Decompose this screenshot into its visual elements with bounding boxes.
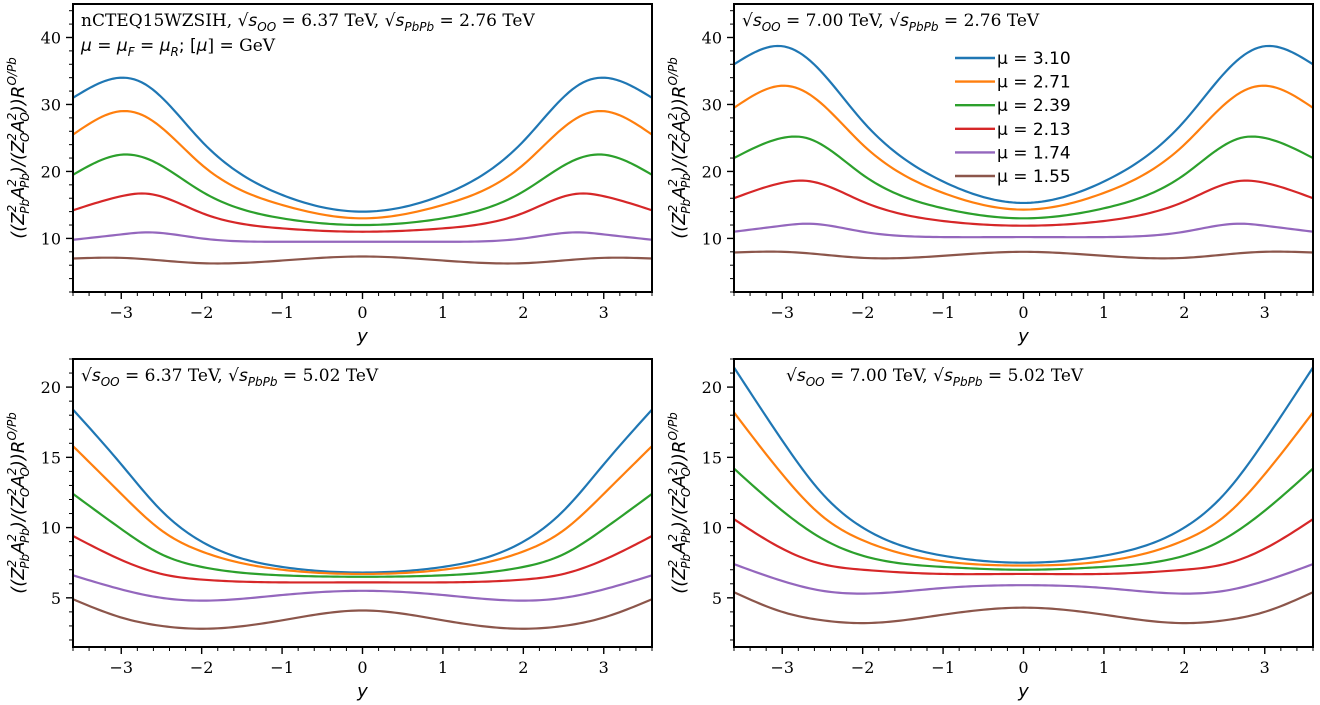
x-tick-label: 1: [438, 658, 448, 677]
y-tick-label: 10: [41, 229, 61, 248]
y-tick-label: 5: [712, 589, 722, 608]
y-tick-label: 20: [702, 162, 722, 181]
x-tick-label: 2: [518, 658, 528, 677]
panel-annotation: √sOO = 7.00 TeV, √sPbPb = 2.76 TeV: [742, 11, 1040, 34]
series-group: [73, 76, 652, 265]
series-line-mu-1.74: [734, 222, 1313, 239]
series-group: [734, 366, 1313, 625]
x-tick-label: −1: [931, 303, 955, 322]
series-line-mu-3.10: [73, 76, 652, 213]
x-axis-label: y: [356, 681, 368, 702]
plot-frame: [72, 358, 653, 648]
panel-bottom-left: −3 −2 −1 0 1 2 3 5 10 15 20 y ((Z2PbA2Pb)/(Z2OA2O))R…: [5, 358, 653, 702]
series-line-mu-2.13: [734, 518, 1313, 576]
y-tick-label: 10: [41, 519, 61, 538]
x-axis-label: y: [356, 326, 368, 347]
legend-entry: μ = 3.10: [997, 49, 1071, 69]
x-tick-label: −3: [109, 303, 133, 322]
series-line-mu-3.10: [73, 408, 652, 574]
y-tick-label: 15: [41, 448, 61, 467]
x-tick-label: −2: [851, 658, 875, 677]
y-axis-label: ((Z2PbA2Pb)/(Z2OA2O))RO/Pb: [5, 57, 32, 239]
y-tick-label: 40: [702, 28, 722, 47]
series-line-mu-2.71: [73, 109, 652, 220]
x-tick-label: 2: [1179, 658, 1189, 677]
series-line-mu-3.10: [734, 366, 1313, 564]
series-line-mu-1.55: [734, 250, 1313, 260]
panel-top-left: −3 −2 −1 0 1 2 3 10 20 30 40 y ((Z2PbA2Pb)/(Z2OA2O))…: [5, 3, 653, 347]
x-tick-label: 3: [599, 658, 609, 677]
series-line-mu-1.74: [73, 574, 652, 602]
series-line-mu-3.10: [734, 44, 1313, 205]
series-line-mu-1.74: [734, 563, 1313, 595]
x-axis-label: y: [1017, 326, 1029, 347]
legend: μ = 3.10 μ = 2.71 μ = 2.39 μ = 2.13 μ = 1.74…: [955, 49, 1071, 187]
y-tick-label: 20: [41, 378, 61, 397]
legend-entry: μ = 2.71: [997, 73, 1071, 93]
x-tick-label: 2: [518, 303, 528, 322]
x-tick-label: 1: [1099, 303, 1109, 322]
x-tick-label: −3: [109, 658, 133, 677]
series-line-mu-2.39: [73, 153, 652, 227]
x-tick-label: −2: [190, 303, 214, 322]
x-tick-label: −1: [270, 303, 294, 322]
series-line-mu-2.39: [734, 467, 1313, 571]
x-tick-label: 3: [1260, 303, 1270, 322]
x-tick-label: −3: [770, 303, 794, 322]
x-tick-label: −2: [851, 303, 875, 322]
x-tick-label: −1: [270, 658, 294, 677]
y-tick-label: 10: [702, 229, 722, 248]
panel-top-right: −3 −2 −1 0 1 2 3 10 20 30 40 y ((Z2PbA2Pb)/(Z2OA2O))…: [666, 3, 1314, 347]
legend-entry: μ = 1.74: [997, 143, 1071, 163]
series-line-mu-2.13: [734, 179, 1313, 227]
y-tick-label: 30: [41, 95, 61, 114]
y-axis-label: ((Z2PbA2Pb)/(Z2OA2O))RO/Pb: [666, 57, 693, 239]
x-tick-label: 3: [599, 303, 609, 322]
series-line-mu-2.39: [73, 492, 652, 578]
series-line-mu-2.71: [734, 411, 1313, 567]
y-axis-label: ((Z2PbA2Pb)/(Z2OA2O))RO/Pb: [5, 412, 32, 594]
panel-annotation: nCTEQ15WZSIH, √sOO = 6.37 TeV, √sPbPb = …: [81, 11, 535, 34]
legend-entry: μ = 1.55: [997, 167, 1071, 187]
series-line-mu-1.55: [73, 255, 652, 265]
y-axis-label: ((Z2PbA2Pb)/(Z2OA2O))RO/Pb: [666, 412, 693, 594]
y-tick-label: 30: [702, 95, 722, 114]
plot-frame: [733, 358, 1314, 648]
y-tick-label: 10: [702, 519, 722, 538]
legend-entry: μ = 2.13: [997, 120, 1071, 140]
x-tick-label: −3: [770, 658, 794, 677]
y-tick-label: 20: [41, 162, 61, 181]
x-tick-label: −1: [931, 658, 955, 677]
series-line-mu-1.55: [734, 591, 1313, 625]
x-tick-label: 0: [357, 303, 367, 322]
series-line-mu-1.55: [73, 598, 652, 630]
panel-bottom-right: −3 −2 −1 0 1 2 3 5 10 15 20 y ((Z2PbA2Pb)/(Z2OA2O))R…: [666, 358, 1314, 702]
series-line-mu-2.71: [73, 445, 652, 576]
y-tick-label: 15: [702, 448, 722, 467]
panel-annotation: √sOO = 6.37 TeV, √sPbPb = 5.02 TeV: [81, 366, 379, 389]
x-tick-label: 3: [1260, 658, 1270, 677]
x-tick-label: 1: [1099, 658, 1109, 677]
x-tick-label: 2: [1179, 303, 1189, 322]
x-tick-label: −2: [190, 658, 214, 677]
y-tick-label: 5: [51, 589, 61, 608]
y-tick-label: 20: [702, 378, 722, 397]
x-tick-label: 0: [1018, 303, 1028, 322]
x-axis-label: y: [1017, 681, 1029, 702]
x-tick-label: 0: [357, 658, 367, 677]
y-tick-label: 40: [41, 28, 61, 47]
legend-entry: μ = 2.39: [997, 96, 1071, 116]
series-line-mu-2.71: [734, 84, 1313, 211]
x-tick-label: 1: [438, 303, 448, 322]
series-group: [734, 44, 1313, 260]
series-line-mu-2.13: [73, 535, 652, 584]
series-group: [73, 408, 652, 630]
panel-annotation: √sOO = 7.00 TeV, √sPbPb = 5.02 TeV: [786, 366, 1084, 389]
series-line-mu-2.39: [734, 135, 1313, 220]
panel-annotation: μ = μF = μR; [μ] = GeV: [80, 36, 276, 59]
series-line-mu-2.13: [73, 192, 652, 233]
x-tick-label: 0: [1018, 658, 1028, 677]
series-line-mu-1.74: [73, 231, 652, 243]
